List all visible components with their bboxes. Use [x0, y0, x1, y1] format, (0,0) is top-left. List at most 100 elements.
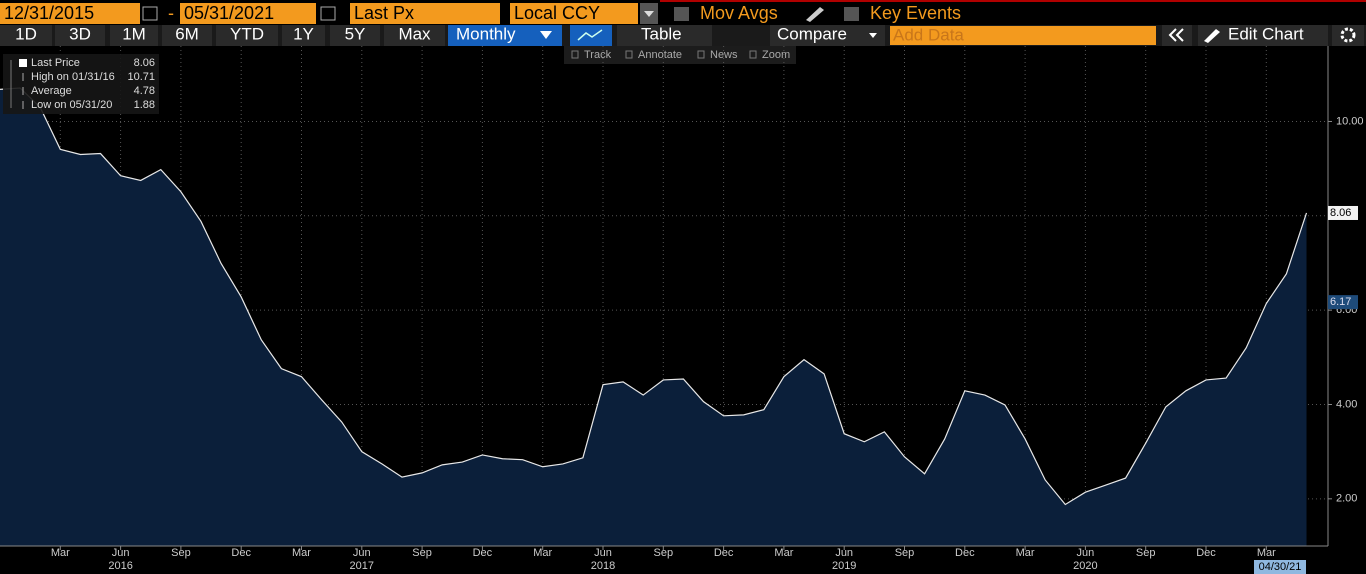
year-label: 2019 — [832, 560, 856, 572]
range-label: Max — [398, 24, 431, 43]
end-date-field[interactable] — [180, 3, 316, 24]
calendar-icon[interactable] — [142, 6, 158, 21]
tool-label[interactable]: Zoom — [762, 49, 790, 61]
x-tick-label: Jun — [353, 547, 371, 559]
x-tick-label: Dec — [955, 547, 975, 559]
y-tick-label: 4.00 — [1336, 398, 1357, 410]
range-button[interactable] — [0, 25, 52, 46]
year-label: 2020 — [1073, 560, 1097, 572]
tools-bar — [564, 46, 796, 64]
range-button[interactable] — [55, 25, 105, 46]
edit-icon — [1204, 29, 1220, 43]
stats-label: Average — [31, 85, 72, 97]
y-tick-label: 2.00 — [1336, 493, 1357, 505]
edit-chart-label: Edit Chart — [1228, 24, 1304, 43]
x-tick-label: Mar — [533, 547, 552, 559]
range-button[interactable] — [216, 25, 278, 46]
pencil-icon[interactable] — [806, 7, 824, 22]
price-tag — [1328, 295, 1358, 310]
range-button[interactable] — [110, 25, 158, 46]
stats-box — [3, 54, 159, 114]
top-line — [660, 0, 1366, 2]
chart-icon — [577, 29, 603, 41]
checkbox[interactable] — [674, 7, 689, 21]
range-label: YTD — [230, 24, 264, 43]
x-tick-label: Sep — [895, 547, 915, 559]
tool-label[interactable]: Annotate — [638, 49, 682, 61]
x-tick-label: Mar — [1257, 547, 1276, 559]
cursor-date: 04/30/21 — [1259, 561, 1302, 573]
x-tick-label: Mar — [51, 547, 70, 559]
calendar-icon[interactable] — [320, 6, 336, 21]
end-date: 05/31/2021 — [184, 3, 274, 23]
range-label: 5Y — [345, 24, 366, 43]
tool-icon[interactable] — [625, 50, 633, 59]
range-label: 1D — [15, 24, 37, 43]
x-tick-label: Jun — [835, 547, 853, 559]
x-tick-label: Sep — [654, 547, 674, 559]
range-button[interactable] — [162, 25, 212, 46]
range-button[interactable] — [384, 25, 445, 46]
plot: Mar Jun Sep Dec Mar Jun Sep Dec Mar Jun Sep Dec Mar J… — [0, 46, 1364, 574]
mov-avgs-label[interactable]: Mov Avgs — [700, 3, 778, 23]
add-data-field[interactable] — [890, 26, 1156, 45]
range-label: 3D — [69, 24, 91, 43]
x-tick-label: Mar — [292, 547, 311, 559]
year-label: 2017 — [350, 560, 374, 572]
tool-icon[interactable] — [697, 50, 705, 59]
currency-select[interactable] — [510, 3, 638, 24]
price-tag-label: 8.06 — [1330, 207, 1351, 219]
x-tick-label: Dec — [714, 547, 734, 559]
field-select[interactable] — [350, 3, 500, 24]
field-label: Last Px — [354, 3, 414, 23]
stats-label: Low on 05/31/20 — [31, 99, 112, 111]
x-tick-label: Sep — [1136, 547, 1156, 559]
x-tick-label: Jun — [112, 547, 130, 559]
tool-label[interactable]: Track — [584, 49, 612, 61]
gear-icon — [1340, 27, 1356, 43]
x-tick-label: Dec — [473, 547, 493, 559]
period-select[interactable] — [448, 25, 562, 46]
x-tick-label: Dec — [231, 547, 251, 559]
price-line — [0, 87, 1308, 506]
area-fill — [0, 87, 1307, 546]
period-label: Monthly — [456, 24, 516, 43]
table-label: Table — [641, 24, 682, 43]
range-label: 6M — [175, 24, 199, 43]
add-data-placeholder: Add Data — [893, 25, 964, 44]
x-tick-label: Sep — [171, 547, 191, 559]
checkbox[interactable] — [844, 7, 859, 21]
y-tick-label: 10.00 — [1336, 115, 1364, 127]
start-date-field[interactable] — [0, 3, 140, 24]
x-tick-label: Mar — [774, 547, 793, 559]
currency-label: Local CCY — [514, 3, 600, 23]
x-tick-label: Mar — [1016, 547, 1035, 559]
range-button[interactable] — [282, 25, 325, 46]
dropdown-arrow — [644, 11, 654, 17]
edit-chart-button[interactable] — [1198, 25, 1328, 46]
compare-arrow — [869, 33, 877, 38]
range-label: 1Y — [293, 24, 314, 43]
year-label: 2016 — [108, 560, 132, 572]
compare-button[interactable] — [770, 25, 885, 46]
cursor-date-box — [1254, 560, 1306, 574]
range-button[interactable] — [330, 25, 380, 46]
x-tick-label: Sep — [412, 547, 432, 559]
collapse-icon — [1168, 28, 1184, 42]
compare-label: Compare — [777, 24, 847, 43]
stats-value: 10.71 — [127, 71, 155, 83]
tool-icon[interactable] — [571, 50, 579, 59]
price-tag — [1328, 205, 1358, 220]
table-button[interactable] — [617, 25, 712, 46]
settings-button[interactable] — [1332, 25, 1364, 46]
price-tag-label: 6.17 — [1330, 296, 1351, 308]
start-date: 12/31/2015 — [4, 3, 94, 23]
x-tick-label: Dec — [1196, 547, 1216, 559]
key-events-label[interactable]: Key Events — [870, 3, 961, 23]
tool-icon[interactable] — [749, 50, 757, 59]
period-arrow — [540, 31, 552, 39]
stats-value: 1.88 — [134, 99, 155, 111]
stats-value: 8.06 — [134, 57, 155, 69]
